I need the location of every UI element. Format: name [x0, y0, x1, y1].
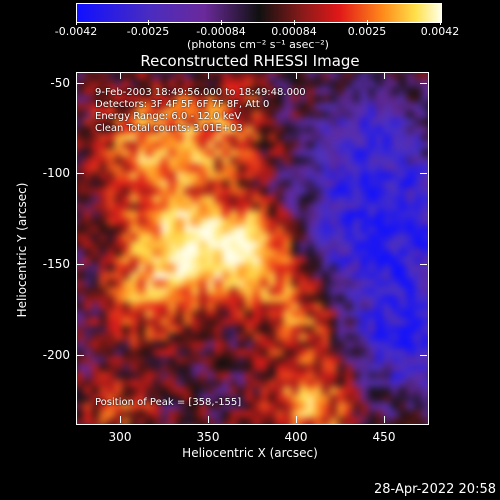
colorbar-units: (photons cm⁻² s⁻¹ asec⁻²)	[187, 38, 329, 51]
colorbar-tick	[440, 20, 441, 25]
y-tick	[77, 355, 84, 356]
colorbar-tick	[367, 20, 368, 25]
peak-position-text: Position of Peak = [358,-155]	[95, 397, 242, 408]
x-tick-label: 350	[196, 430, 220, 444]
x-tick-top	[296, 72, 297, 79]
x-tick-label: 450	[372, 430, 396, 444]
y-axis-label: Heliocentric Y (arcsec)	[15, 182, 29, 318]
timestamp: 28-Apr-2022 20:58	[374, 482, 496, 497]
clean-counts-text: Clean Total counts: 3.01E+03	[95, 123, 243, 134]
y-tick	[77, 264, 84, 265]
colorbar	[76, 3, 442, 23]
time-range-text: 9-Feb-2003 18:49:56.000 to 18:49:48.000	[95, 87, 306, 98]
x-tick-top	[120, 72, 121, 79]
y-tick-label: -200	[42, 348, 70, 362]
x-tick-top	[208, 72, 209, 79]
y-tick-right	[420, 264, 427, 265]
energy-range-text: Energy Range: 6.0 - 12.0 keV	[95, 111, 242, 122]
detectors-text: Detectors: 3F 4F 5F 6F 7F 8F, Att 0	[95, 99, 270, 110]
x-tick-top	[384, 72, 385, 79]
y-tick-right	[420, 83, 427, 84]
colorbar-tick	[76, 20, 77, 25]
colorbar-label: -0.0042	[54, 25, 98, 38]
y-tick-right	[420, 173, 427, 174]
colorbar-label: 0.00084	[271, 25, 317, 38]
x-tick	[296, 416, 297, 423]
plot-title: Reconstructed RHESSI Image	[140, 52, 360, 70]
x-axis-label: Heliocentric X (arcsec)	[182, 446, 318, 460]
y-tick-label: -150	[42, 257, 70, 271]
heatmap-image	[77, 73, 428, 424]
colorbar-label: -0.0025	[126, 25, 170, 38]
colorbar-tick	[221, 20, 222, 25]
x-tick	[384, 416, 385, 423]
y-tick-label: -100	[42, 166, 70, 180]
y-tick-label: -50	[50, 76, 70, 90]
x-tick	[208, 416, 209, 423]
colorbar-tick	[148, 20, 149, 25]
x-tick-label: 400	[284, 430, 308, 444]
colorbar-label: 0.0042	[420, 25, 460, 38]
colorbar-tick	[294, 20, 295, 25]
heatmap-plot: 9-Feb-2003 18:49:56.000 to 18:49:48.000 …	[76, 72, 429, 425]
colorbar-label: 0.0025	[347, 25, 387, 38]
x-tick-label: 300	[108, 430, 132, 444]
colorbar-label: -0.00084	[196, 25, 246, 38]
y-tick	[77, 83, 84, 84]
x-tick	[120, 416, 121, 423]
y-tick-right	[420, 355, 427, 356]
y-tick	[77, 173, 84, 174]
